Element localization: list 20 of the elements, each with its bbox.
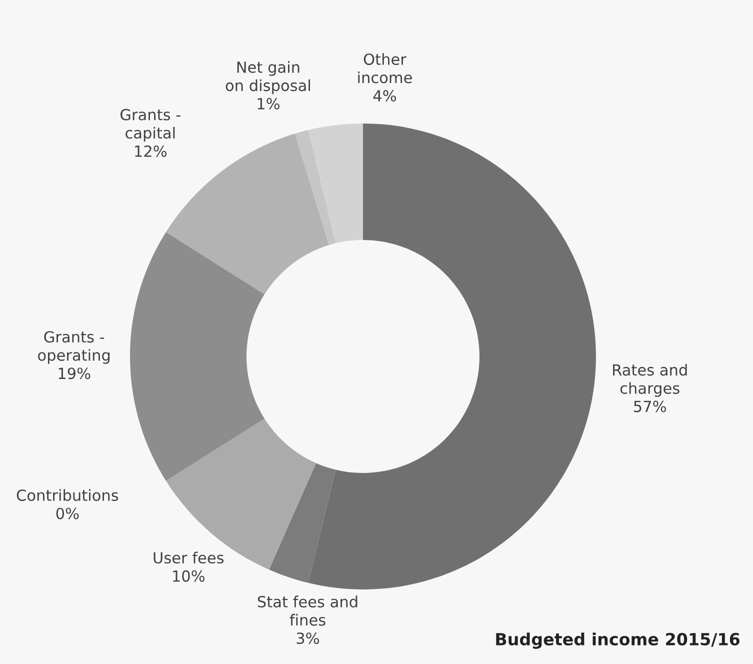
slice-label: User fees [154, 552, 224, 564]
data-label: 57% [634, 400, 666, 412]
donut-slice [308, 123, 363, 244]
slice-label: Net gain on disposal [226, 61, 310, 94]
data-label: 19% [58, 368, 90, 380]
slice-label: Grants - capital [120, 108, 180, 142]
slice-label: Grants - operating [38, 331, 110, 364]
text: Budgeted income 2015/16 [496, 632, 740, 649]
data-label: 3% [296, 632, 320, 644]
slice-label: Rates and charges [613, 364, 687, 397]
text: 0% [56, 508, 79, 520]
data-label: 4% [373, 90, 396, 102]
donut-slice [294, 130, 336, 246]
data-label: 10% [173, 570, 204, 582]
donut-slice [130, 232, 264, 481]
data-label: 12% [135, 145, 167, 157]
slice-label: Other income [358, 53, 412, 84]
slice-label: Stat fees and fines [258, 596, 358, 626]
data-label: 1% [258, 98, 280, 110]
category-label: Contributions [16, 489, 118, 502]
